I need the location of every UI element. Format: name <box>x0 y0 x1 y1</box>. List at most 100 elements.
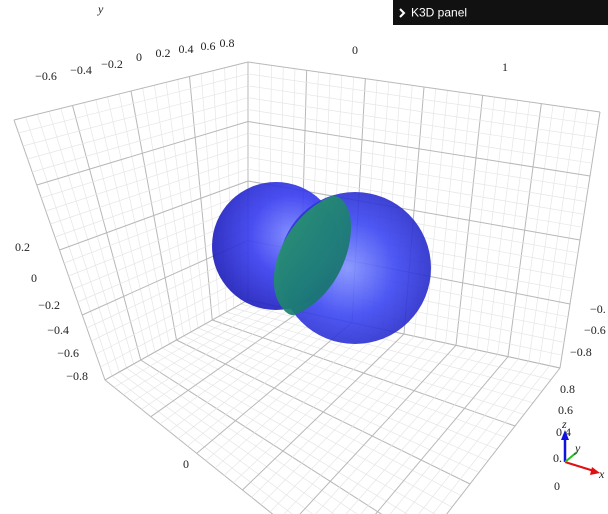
tick-label: −0.4 <box>70 63 92 77</box>
gizmo-x <box>564 461 595 472</box>
tick-label: 1 <box>502 60 508 74</box>
tick-label: 0 <box>136 50 142 64</box>
tick-label: 0 <box>183 457 189 471</box>
grid-line <box>404 360 530 514</box>
tick-label: −0.2 <box>38 298 60 312</box>
tick-label: 0.6 <box>201 39 216 53</box>
axis-title: y <box>97 2 104 16</box>
grid-line <box>23 85 249 147</box>
tick-label: −0. <box>590 302 606 316</box>
grid-line <box>150 310 301 418</box>
grid-line <box>247 156 585 215</box>
tick-label: −0.8 <box>66 369 88 383</box>
grid-line <box>18 73 249 134</box>
grid-line <box>13 61 249 121</box>
grid-line <box>299 344 457 514</box>
tick-label: 0. <box>553 451 562 465</box>
grid-line <box>269 340 436 513</box>
grid-line <box>178 317 332 439</box>
grid-line <box>168 315 322 432</box>
grid-line <box>159 313 311 425</box>
grid-line <box>418 363 540 514</box>
grid-line <box>32 109 249 173</box>
gizmo-y <box>564 451 578 463</box>
panel-title[interactable]: K3D panel <box>411 6 467 20</box>
tick-label: 0.4 <box>179 42 194 56</box>
grid-line <box>247 168 583 228</box>
grid-line <box>214 326 374 469</box>
grid-line <box>242 333 405 491</box>
grid-line <box>260 338 426 505</box>
tick-label: 0.4 <box>556 425 571 439</box>
grid-line <box>283 342 446 514</box>
grid-line <box>205 324 363 461</box>
grid-line <box>68 204 249 277</box>
grid-line <box>247 61 601 113</box>
tick-label: −0.4 <box>47 323 69 337</box>
tick-label: 0.2 <box>156 46 171 60</box>
grid-line <box>104 379 274 514</box>
grid-line <box>187 320 342 447</box>
grid-line <box>123 304 269 395</box>
tick-label: 0.2 <box>15 240 30 254</box>
grid-line <box>389 358 519 514</box>
grid-line <box>95 275 249 355</box>
grid-line <box>247 97 595 151</box>
gizmo-arrow <box>590 467 600 475</box>
tick-label: 0 <box>352 43 358 57</box>
tick-label: 0 <box>31 271 37 285</box>
grid-line <box>375 356 509 514</box>
tick-label: 0 <box>554 479 560 493</box>
grid-line <box>360 354 498 514</box>
grid-line <box>104 299 249 381</box>
grid-line <box>50 156 249 225</box>
tick-label: 0.8 <box>220 36 235 50</box>
grid-line <box>41 133 249 199</box>
grid <box>13 61 601 514</box>
grid-line <box>223 329 384 476</box>
grid-line <box>247 133 589 190</box>
grid-line <box>247 121 591 177</box>
grid-line <box>446 367 561 514</box>
tick-label: 0.6 <box>558 403 573 417</box>
grid-line <box>247 85 597 138</box>
grid-line <box>251 336 415 498</box>
grid-line <box>119 371 314 514</box>
grid-line <box>315 347 467 514</box>
grid-line <box>141 308 290 410</box>
grid-line <box>247 144 587 202</box>
gizmo-label: y <box>574 441 581 455</box>
gizmo-arrow <box>561 430 569 440</box>
tick-label: −0.6 <box>584 323 606 337</box>
grid-line <box>247 109 593 164</box>
grid-line <box>54 168 249 238</box>
grid-line <box>63 192 249 264</box>
grid-line <box>233 331 394 483</box>
grid-line <box>100 287 249 368</box>
gizmo-label: x <box>598 467 605 481</box>
gizmo-label: z <box>561 417 567 431</box>
tick-label: −0.2 <box>101 57 123 71</box>
tick-label: −0.6 <box>35 69 57 83</box>
axes-gizmo: z y x <box>561 417 605 481</box>
grid-line <box>27 97 249 160</box>
chevron-icon <box>399 8 406 18</box>
tick-label: −0.6 <box>57 346 79 360</box>
grid-line <box>432 365 550 514</box>
grid-line <box>45 144 249 212</box>
intersection <box>273 195 351 316</box>
grid-line <box>196 322 353 454</box>
tick-label: −0.8 <box>570 345 592 359</box>
grid-line <box>330 349 478 514</box>
grid-line <box>132 306 280 403</box>
grid-line <box>36 121 249 186</box>
grid-line <box>59 180 249 251</box>
tick-label: 0.8 <box>560 382 575 396</box>
grid-line <box>247 73 599 126</box>
grid-line <box>140 359 383 514</box>
grid-line <box>345 351 488 514</box>
grid-line <box>113 301 259 388</box>
panel-bar[interactable] <box>393 0 608 25</box>
